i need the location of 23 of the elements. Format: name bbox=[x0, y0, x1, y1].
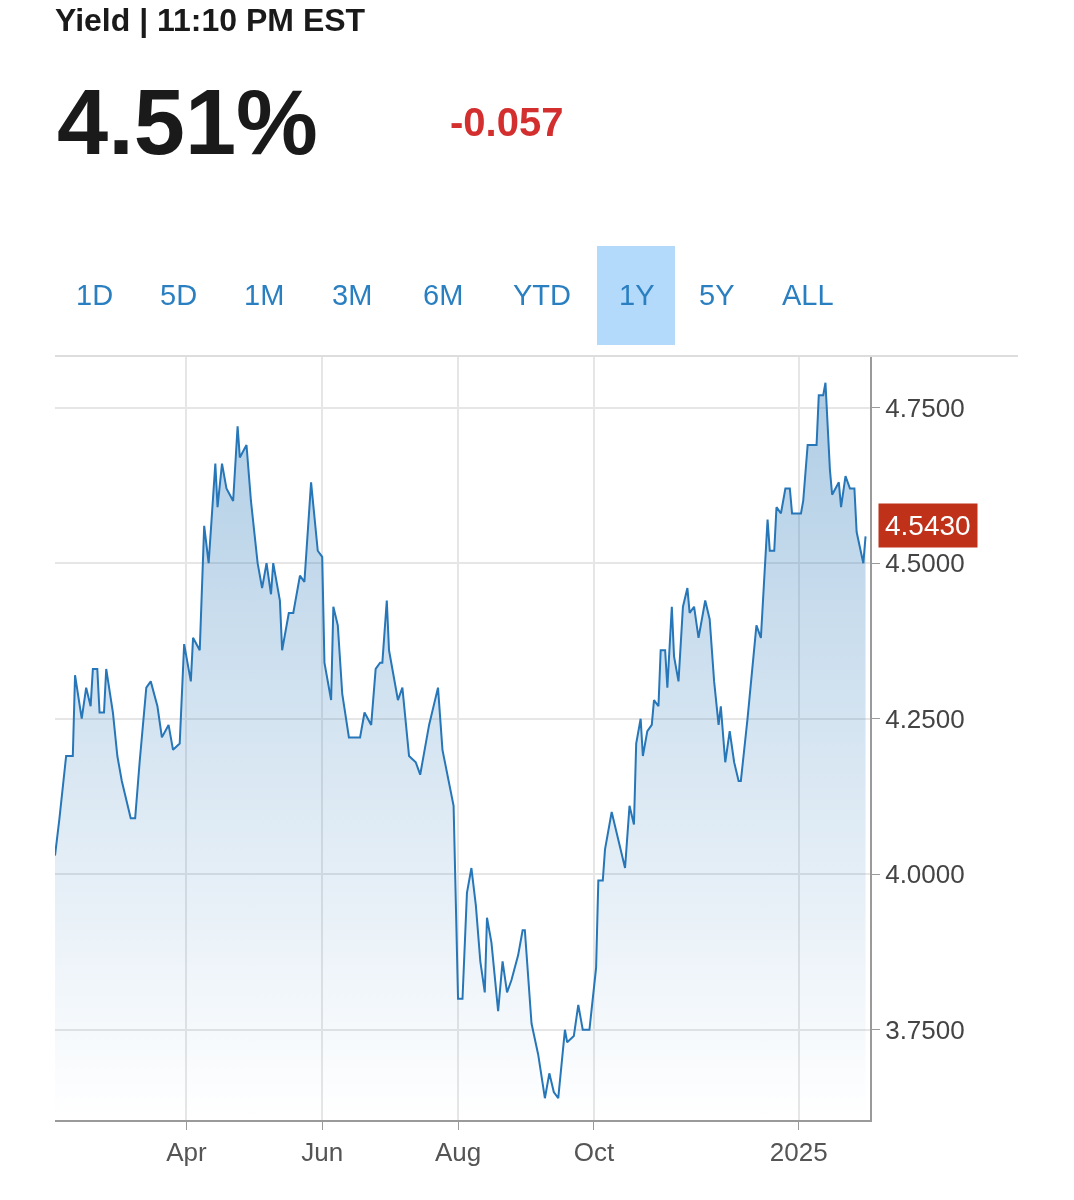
text: -0.057 bbox=[450, 100, 564, 144]
text: 1D bbox=[76, 279, 114, 311]
text: ALL bbox=[782, 279, 834, 311]
y-tick-label: 4.7500 bbox=[885, 392, 965, 423]
text: 5Y bbox=[699, 279, 735, 311]
text: 4.51% bbox=[57, 71, 318, 173]
text: YTD bbox=[513, 279, 571, 311]
chart-title: Yield | 11:10 PM EST bbox=[55, 2, 366, 39]
y-tick-label: 4.5000 bbox=[885, 548, 965, 579]
x-tick-label: Jun bbox=[301, 1137, 344, 1168]
y-tick-label: 3.7500 bbox=[885, 1014, 965, 1045]
annotation: 4.5430 bbox=[885, 510, 971, 541]
text: 5D bbox=[160, 279, 198, 311]
text: 1Y bbox=[619, 279, 655, 311]
x-tick-label: Apr bbox=[166, 1137, 207, 1168]
y-tick-label: 4.2500 bbox=[885, 703, 965, 734]
text: 1M bbox=[244, 279, 285, 311]
text: 3M bbox=[332, 279, 373, 311]
x-tick-label: Aug bbox=[434, 1137, 482, 1168]
y-tick-label: 4.0000 bbox=[885, 859, 965, 890]
text: 6M bbox=[423, 279, 464, 311]
x-tick-label: Oct bbox=[573, 1137, 615, 1168]
x-tick-label: 2025 bbox=[769, 1137, 828, 1168]
